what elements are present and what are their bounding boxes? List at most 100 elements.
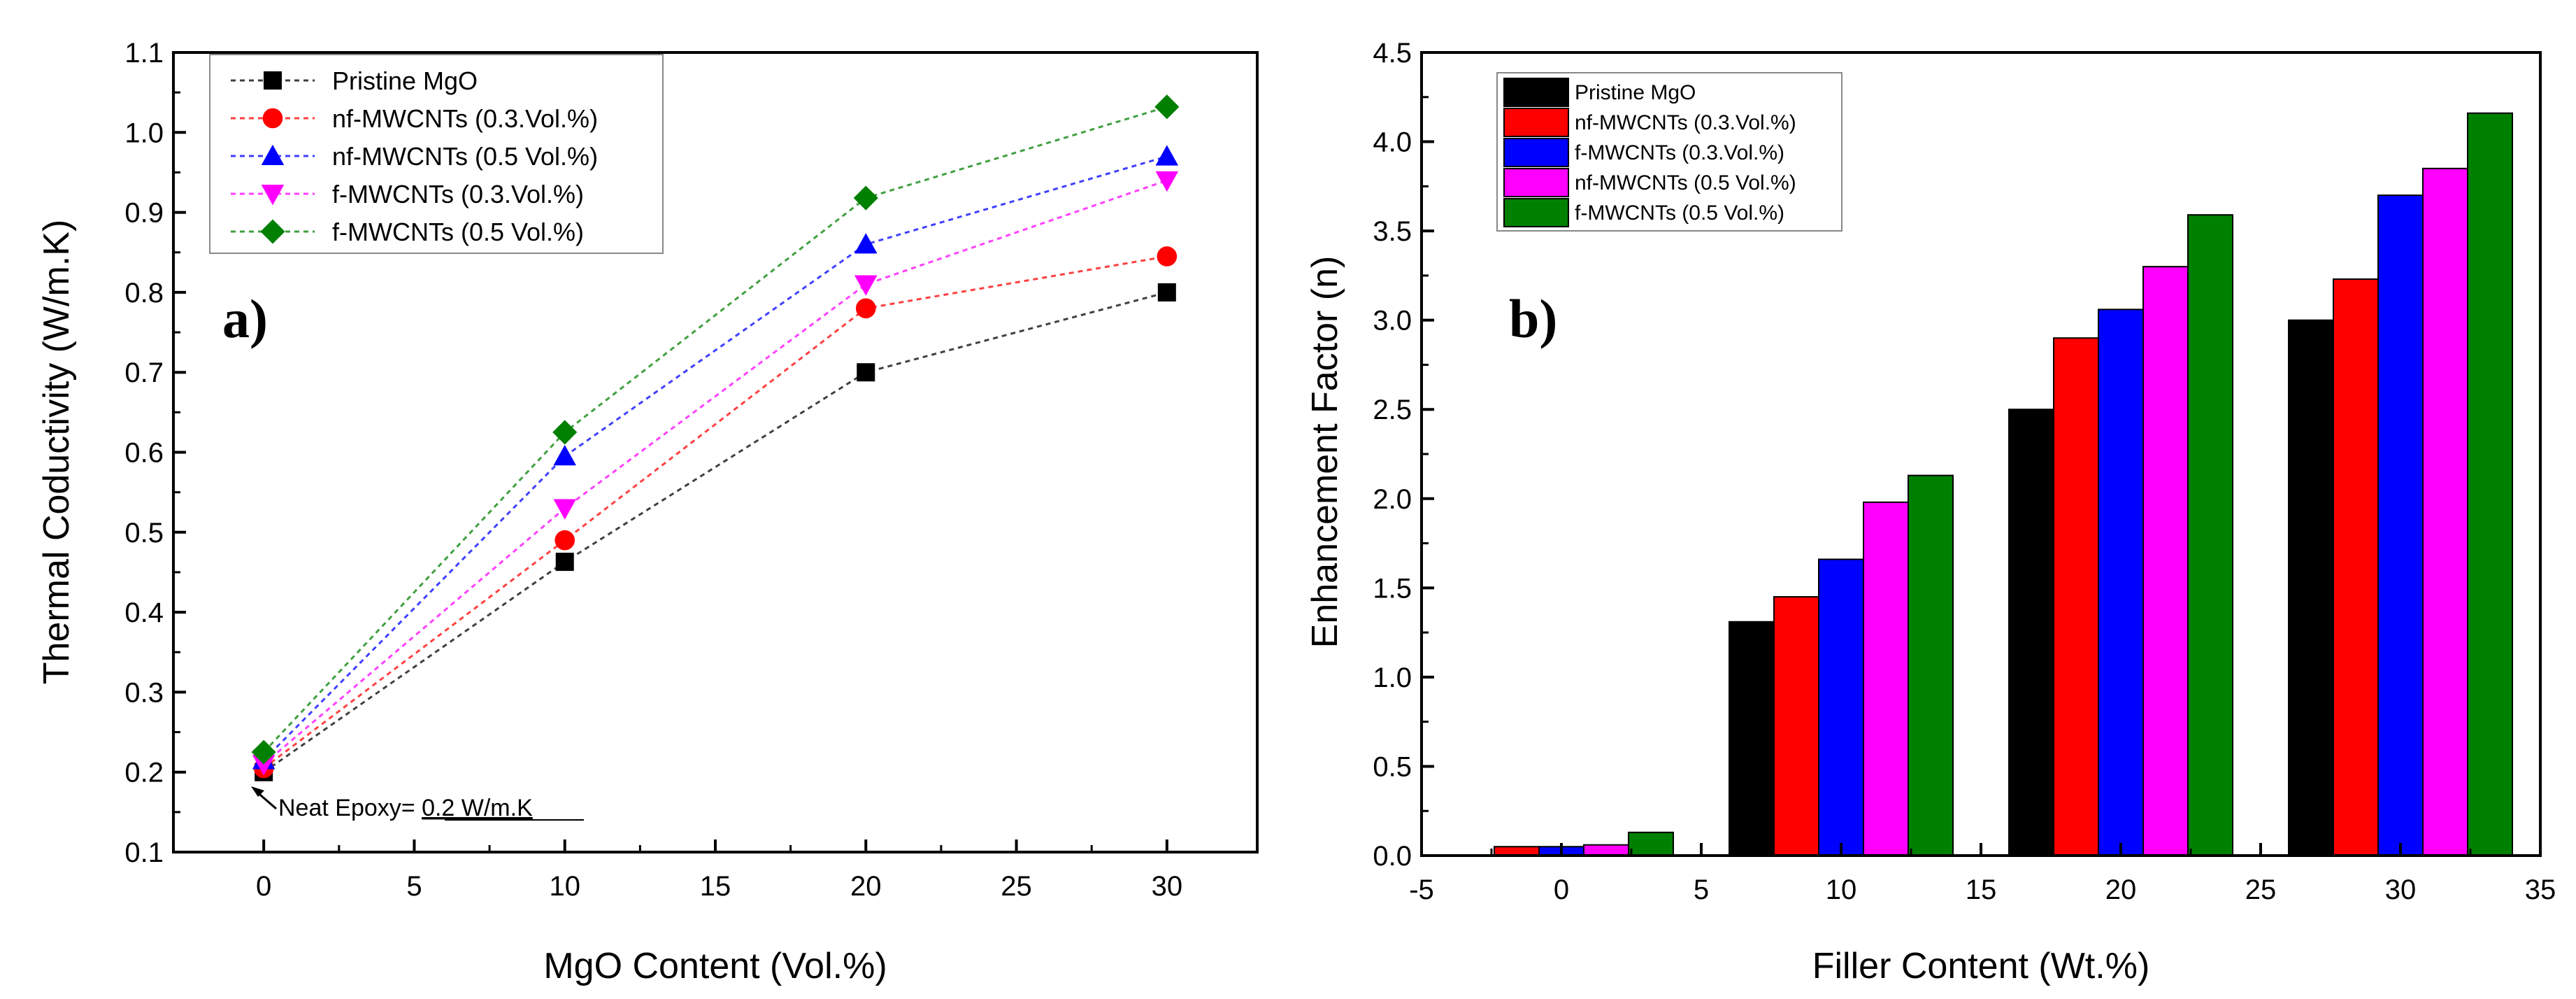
data-point xyxy=(1155,171,1179,192)
legend-label: Pristine MgO xyxy=(1575,81,1696,104)
data-point xyxy=(553,444,576,466)
legend-label: f-MWCNTs (0.3.Vol.%) xyxy=(1575,141,1784,164)
legend-swatch xyxy=(1503,198,1569,227)
legend-swatch xyxy=(1503,108,1569,137)
legend-marker xyxy=(262,108,283,129)
chart-a-legend-box xyxy=(209,54,664,254)
y-tick-label: 0.1 xyxy=(124,837,164,868)
bar xyxy=(2142,266,2189,856)
x-tick-label: 30 xyxy=(2385,874,2417,905)
x-tick-label: 25 xyxy=(1001,871,1032,902)
series-line xyxy=(263,255,1168,770)
y-tick-label: 0.6 xyxy=(124,438,164,469)
legend-marker xyxy=(261,144,285,165)
legend-label: nf-MWCNTs (0.3.Vol.%) xyxy=(1575,111,1796,134)
y-tick-label: 1.1 xyxy=(124,38,164,69)
chart-b-plot-frame xyxy=(1420,51,2542,857)
data-point xyxy=(1157,283,1176,302)
bar xyxy=(1628,831,1674,857)
chart-a-plot-frame xyxy=(172,51,1259,853)
bar xyxy=(1773,596,1819,856)
bar xyxy=(2377,194,2424,857)
data-point xyxy=(855,298,876,319)
series-line xyxy=(263,155,1168,761)
chart-a-tick-labels: 0 5 10 15 20 25 30 0.1 0.2 0.3 0.4 0.5 0.6 0.7 0.8 0.9 1… xyxy=(124,38,1182,902)
x-tick-label: 20 xyxy=(850,871,882,902)
x-tick-label: 10 xyxy=(549,871,580,902)
y-tick-label: 0.0 xyxy=(1373,841,1412,872)
x-tick-label: 0 xyxy=(256,871,271,902)
bar xyxy=(1729,621,1775,856)
chart-b-x-axis-label: Filler Content (Wt.%) xyxy=(1812,946,2150,986)
legend-swatch xyxy=(1503,168,1569,197)
bar xyxy=(1818,558,1864,856)
legend-label: nf-MWCNTs (0.5 Vol.%) xyxy=(1575,171,1796,194)
legend-label: nf-MWCNTs (0.5 Vol.%) xyxy=(332,142,598,171)
x-tick-label: 5 xyxy=(1694,874,1709,905)
chart-b-tick-labels: -5 0 5 10 15 20 25 30 35 0.0 0.5 1.0 1.5 2.0 2.5 3.0 3.5… xyxy=(1373,38,2556,905)
legend-swatch xyxy=(1503,138,1569,167)
series-line xyxy=(263,106,1168,753)
bar xyxy=(2187,214,2233,856)
bar xyxy=(1583,844,1629,857)
y-tick-label: 0.7 xyxy=(124,357,164,388)
chart-a-y-axis-label: Thermal Coductivity (W/m.K) xyxy=(36,220,77,685)
y-tick-label: 4.5 xyxy=(1373,38,1412,69)
legend-label: f-MWCNTs (0.3.Vol.%) xyxy=(332,180,584,208)
x-tick-label: 25 xyxy=(2245,874,2277,905)
x-tick-label: 10 xyxy=(1826,874,1857,905)
legend-label: nf-MWCNTs (0.3.Vol.%) xyxy=(332,104,598,133)
x-tick-label: -5 xyxy=(1409,874,1434,905)
chart-b-legend: Pristine MgO nf-MWCNTs (0.3.Vol.%) f-MWCNT… xyxy=(1496,72,1842,232)
legend-marker xyxy=(260,219,285,244)
bar xyxy=(2422,167,2468,857)
series-line xyxy=(263,179,1168,765)
data-point xyxy=(854,233,878,254)
y-tick-label: 3.0 xyxy=(1373,306,1412,336)
chart-b-bars xyxy=(1494,112,2513,857)
y-tick-label: 0.4 xyxy=(124,597,164,628)
bar xyxy=(2333,278,2379,857)
chart-a-series-lines xyxy=(263,106,1168,773)
legend-label: f-MWCNTs (0.5 Vol.%) xyxy=(1575,201,1784,225)
x-tick-label: 30 xyxy=(1152,871,1183,902)
chart-a-series-markers xyxy=(251,94,1180,781)
bar xyxy=(2053,337,2099,856)
chart-a-x-axis-label: MgO Content (Vol.%) xyxy=(543,946,887,986)
y-tick-label: 3.5 xyxy=(1373,216,1412,247)
y-tick-label: 2.5 xyxy=(1373,395,1412,425)
annotation-arrow-head xyxy=(251,786,264,797)
x-tick-label: 0 xyxy=(1554,874,1569,905)
y-tick-label: 0.2 xyxy=(124,758,164,788)
data-point xyxy=(552,420,578,445)
data-point xyxy=(252,755,276,776)
bar xyxy=(2288,319,2334,856)
y-tick-label: 0.8 xyxy=(124,278,164,309)
bar xyxy=(1908,474,1954,856)
bar xyxy=(2467,112,2513,856)
x-tick-label: 15 xyxy=(1966,874,1997,905)
bar xyxy=(2098,309,2144,856)
x-tick-label: 35 xyxy=(2525,874,2556,905)
chart-b: -5 0 5 10 15 20 25 30 35 0.0 0.5 1.0 1.5 2.0 2.5 3.0 3.5… xyxy=(1305,38,2556,986)
data-point xyxy=(1157,246,1178,267)
legend-swatch xyxy=(1503,78,1569,107)
y-tick-label: 0.5 xyxy=(1373,751,1412,782)
legend-label: f-MWCNTs (0.5 Vol.%) xyxy=(332,218,584,246)
series-line xyxy=(263,291,1168,773)
y-tick-label: 0.5 xyxy=(124,518,164,548)
chart-a-annotation: Neat Epoxy= 0.2 W/m.K xyxy=(251,786,584,821)
data-point xyxy=(555,553,574,572)
legend-label: Pristine MgO xyxy=(332,66,478,95)
chart-a: 0 5 10 15 20 25 30 0.1 0.2 0.3 0.4 0.5 0.6 0.7 0.8 0.9 1… xyxy=(36,38,1259,986)
chart-a-panel-label: a) xyxy=(222,288,268,349)
annotation-value: 0.2 W/m.K xyxy=(422,795,533,821)
chart-b-panel-label: b) xyxy=(1509,288,1557,349)
data-point xyxy=(1154,94,1180,120)
data-point xyxy=(554,530,575,551)
y-tick-label: 0.9 xyxy=(124,198,164,229)
data-point xyxy=(553,499,576,520)
data-point xyxy=(853,185,878,211)
y-tick-label: 0.3 xyxy=(124,677,164,708)
